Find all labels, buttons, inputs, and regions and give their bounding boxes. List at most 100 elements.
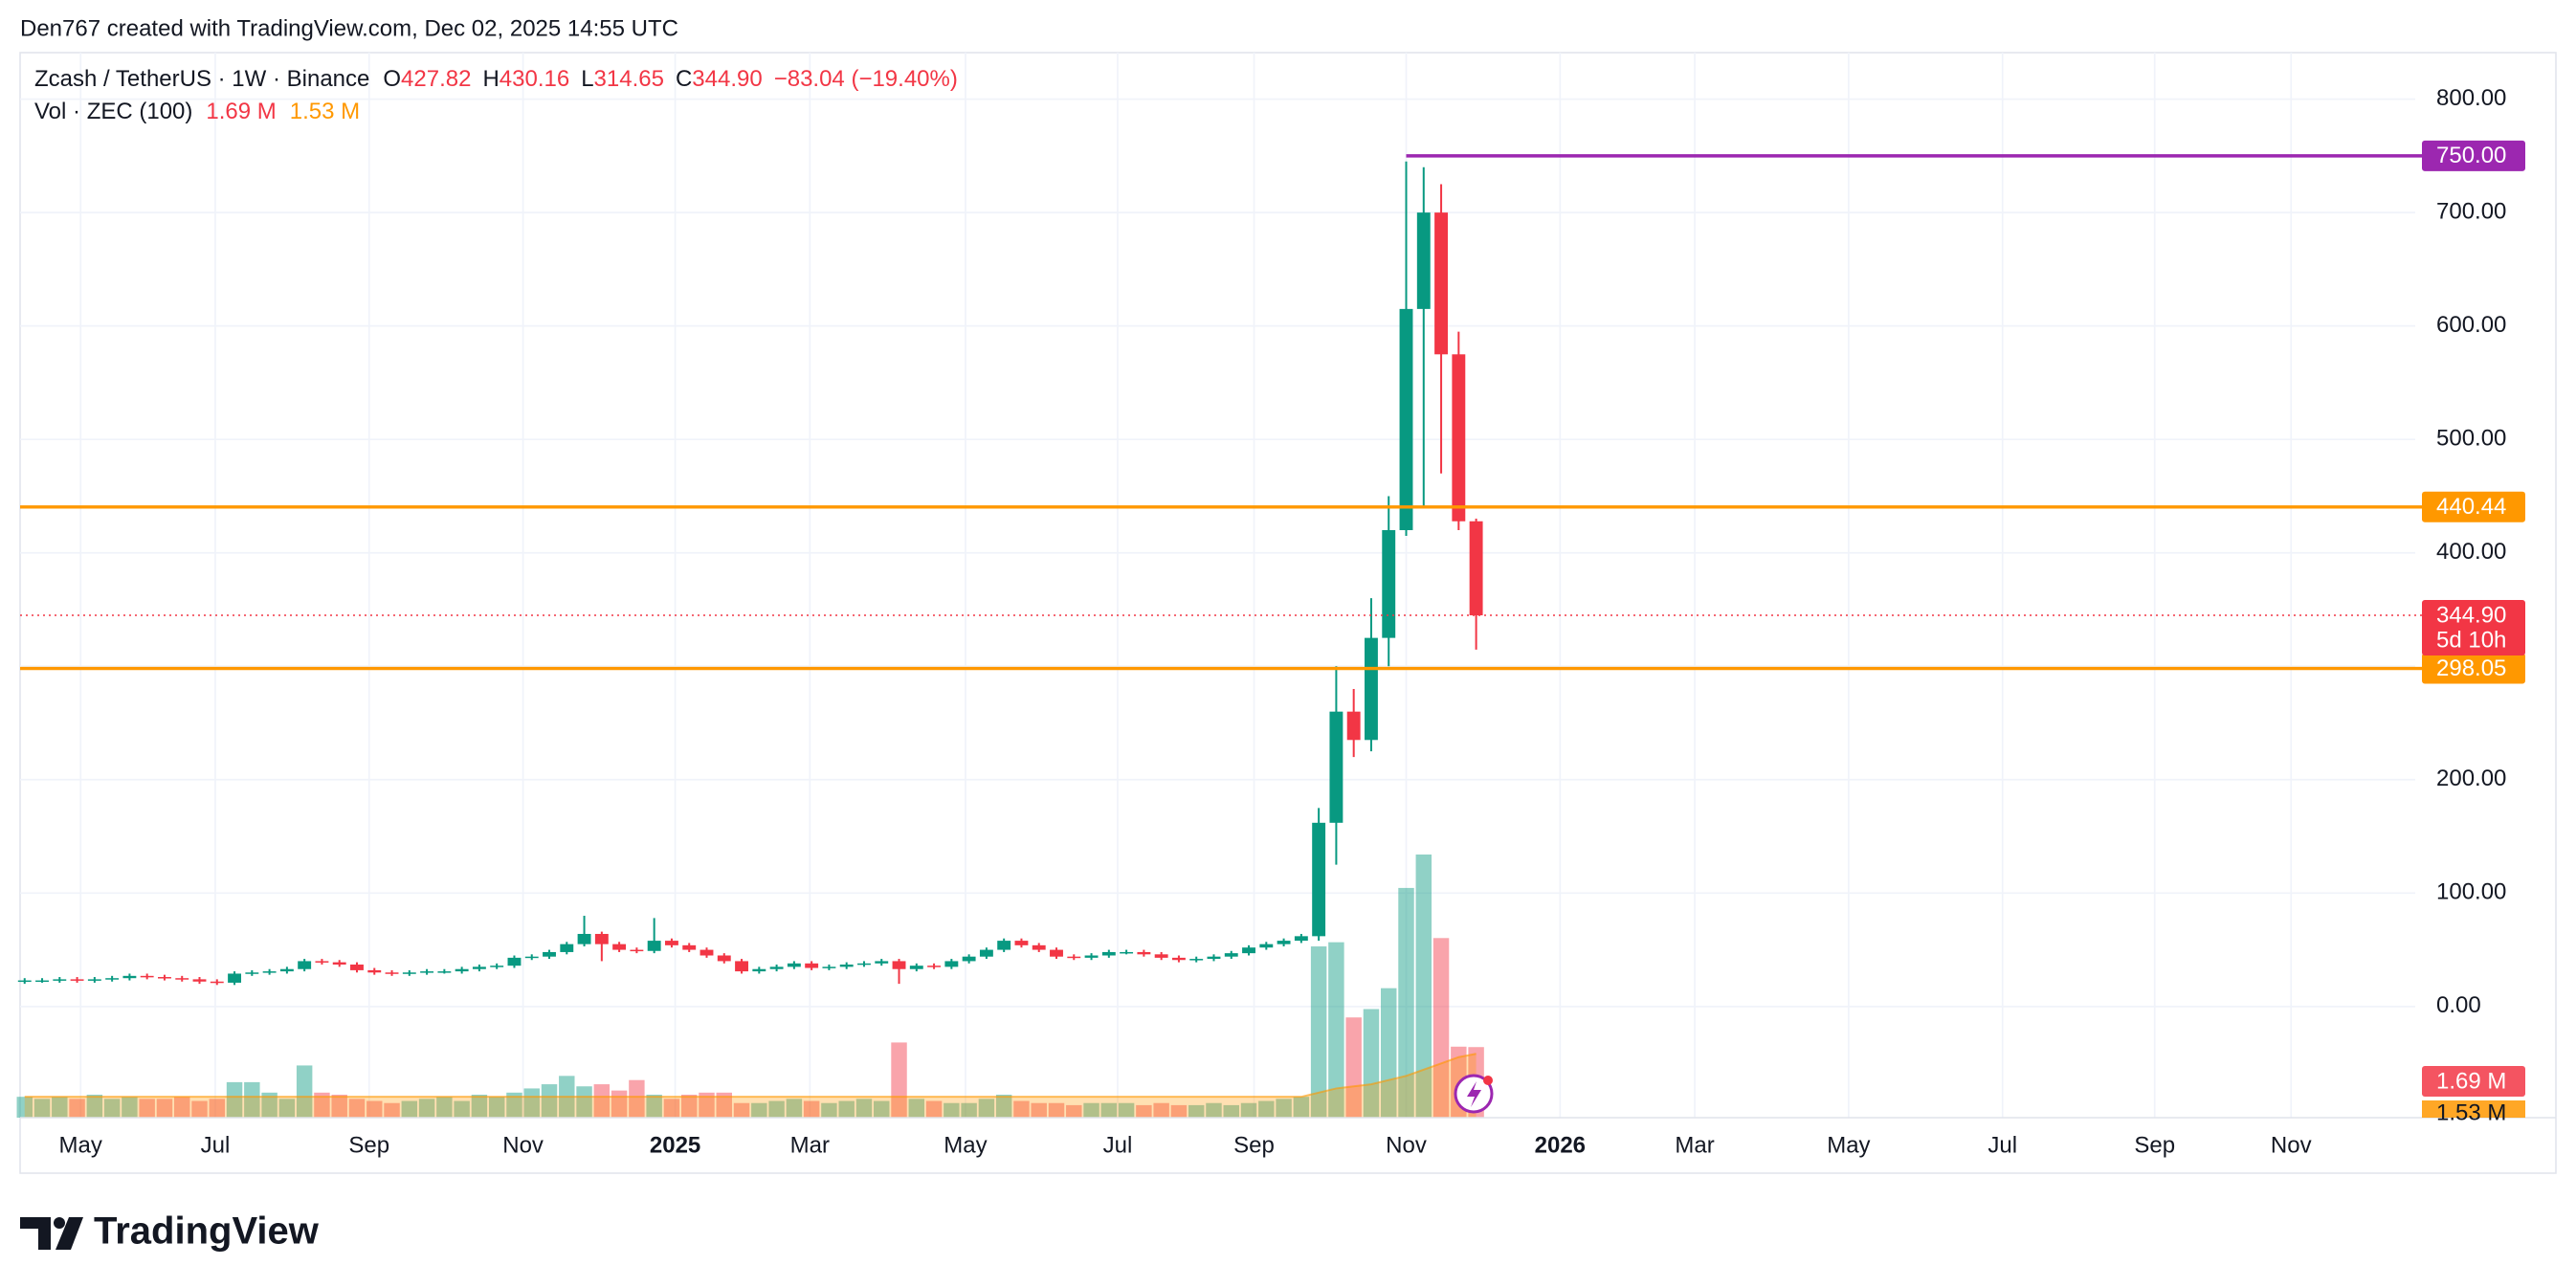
candle-body xyxy=(472,966,486,969)
volume-bar xyxy=(1363,1009,1380,1118)
candle-body xyxy=(1346,711,1361,741)
candle-body xyxy=(875,961,889,964)
volume-bar xyxy=(1136,1104,1152,1118)
volume-bar xyxy=(1031,1102,1047,1118)
candle-body xyxy=(962,956,976,962)
candle-body xyxy=(630,949,644,952)
alert-dot xyxy=(1483,1076,1493,1085)
candle-body xyxy=(839,964,854,967)
candle-body xyxy=(594,933,609,944)
y-tick-label: 200.00 xyxy=(2436,766,2506,791)
last-price-label: 344.90 xyxy=(2436,602,2506,628)
volume-bar xyxy=(1415,855,1432,1118)
candle-body xyxy=(279,968,294,972)
volume-bar xyxy=(874,1100,890,1118)
candle-body xyxy=(1277,941,1291,944)
candle-body xyxy=(735,961,748,972)
candle-body xyxy=(1416,212,1431,309)
legend-key: H xyxy=(482,66,499,92)
volume-bar xyxy=(1048,1102,1065,1118)
candle-body xyxy=(1050,949,1063,957)
y-tick-label: 100.00 xyxy=(2436,879,2506,905)
volume-bar xyxy=(244,1081,260,1118)
candle-body xyxy=(524,956,539,959)
volume-bar xyxy=(716,1092,732,1118)
candle-body xyxy=(857,963,871,966)
candle-body xyxy=(700,949,714,956)
volume-bar xyxy=(978,1099,995,1118)
volume-bar xyxy=(803,1100,820,1118)
last-price-box xyxy=(2422,600,2525,656)
volume-bar xyxy=(16,1097,33,1118)
x-tick-label: Sep xyxy=(2134,1132,2175,1158)
x-tick-label: Sep xyxy=(1233,1132,1275,1158)
volume-bar xyxy=(1276,1099,1292,1118)
volume-legend-name: Vol · ZEC (100) xyxy=(34,99,192,124)
x-tick-label: Sep xyxy=(348,1132,389,1158)
volume-bar xyxy=(663,1099,680,1118)
candle-body xyxy=(402,972,416,974)
legend-key: C xyxy=(676,66,692,92)
candle-body xyxy=(1382,530,1396,638)
candle-body xyxy=(1207,956,1221,960)
candle-body xyxy=(1294,936,1308,942)
candle-body xyxy=(1329,711,1344,823)
candle-body xyxy=(647,941,661,951)
candle-body xyxy=(105,978,120,980)
y-tick-label: 600.00 xyxy=(2436,312,2506,338)
volume-bar xyxy=(891,1042,907,1118)
candle-body xyxy=(717,955,731,962)
volume-bar xyxy=(1240,1102,1257,1118)
volume-bar xyxy=(418,1099,435,1118)
header: Den767 created with TradingView.com, Dec… xyxy=(20,15,678,41)
volume-bar xyxy=(331,1094,347,1118)
volume-bar xyxy=(593,1084,611,1118)
candle-body xyxy=(298,961,312,969)
volume-bar xyxy=(925,1100,943,1118)
volume-bar xyxy=(488,1097,505,1118)
x-tick-label: Jul xyxy=(201,1132,231,1158)
volume-bar xyxy=(1153,1102,1169,1118)
volume-axis-label: 1.69 M xyxy=(2436,1068,2506,1094)
alert-bolt xyxy=(1467,1081,1481,1107)
legend-value: 314.65 xyxy=(594,66,664,92)
volume-bar xyxy=(1381,988,1397,1118)
volume-bar xyxy=(1013,1100,1030,1118)
candle-body xyxy=(822,966,836,968)
candle-body xyxy=(175,978,189,980)
volume-bar xyxy=(1170,1104,1188,1118)
volume-bar xyxy=(314,1092,330,1118)
candle-body xyxy=(612,944,627,950)
volume-bar xyxy=(576,1086,592,1118)
legend-value: 427.82 xyxy=(401,66,471,92)
volume-bar xyxy=(401,1100,418,1118)
volume-bar xyxy=(1432,938,1450,1118)
candle-body xyxy=(1434,212,1449,355)
volume-bar xyxy=(699,1092,715,1118)
volume-bar xyxy=(278,1099,296,1118)
volume-bar xyxy=(52,1097,68,1118)
candle-body xyxy=(70,979,84,981)
candle-body xyxy=(787,963,801,967)
volume-bar xyxy=(1223,1104,1239,1118)
volume-bar xyxy=(646,1094,662,1118)
candle-body xyxy=(1469,521,1483,616)
volume-bar xyxy=(1345,1017,1362,1118)
candle-body xyxy=(892,961,906,969)
legend: Zcash / TetherUS · 1W · Binance O427.82 H4… xyxy=(34,66,958,92)
candle-body xyxy=(35,980,49,983)
candle-body xyxy=(1452,354,1466,522)
candle-body xyxy=(17,980,32,983)
candle-body xyxy=(997,941,1011,950)
candle-body xyxy=(1120,951,1134,954)
volume-bar xyxy=(1258,1100,1275,1118)
volume-bar xyxy=(1118,1102,1135,1118)
y-tick-label: 800.00 xyxy=(2436,85,2506,111)
candle-body xyxy=(1399,308,1413,531)
volume-ma-axis-label: 1.53 M xyxy=(2436,1099,2506,1125)
y-tick-label: 700.00 xyxy=(2436,198,2506,224)
legend-value: 344.90 xyxy=(692,66,762,92)
x-tick-label: Nov xyxy=(502,1132,544,1158)
